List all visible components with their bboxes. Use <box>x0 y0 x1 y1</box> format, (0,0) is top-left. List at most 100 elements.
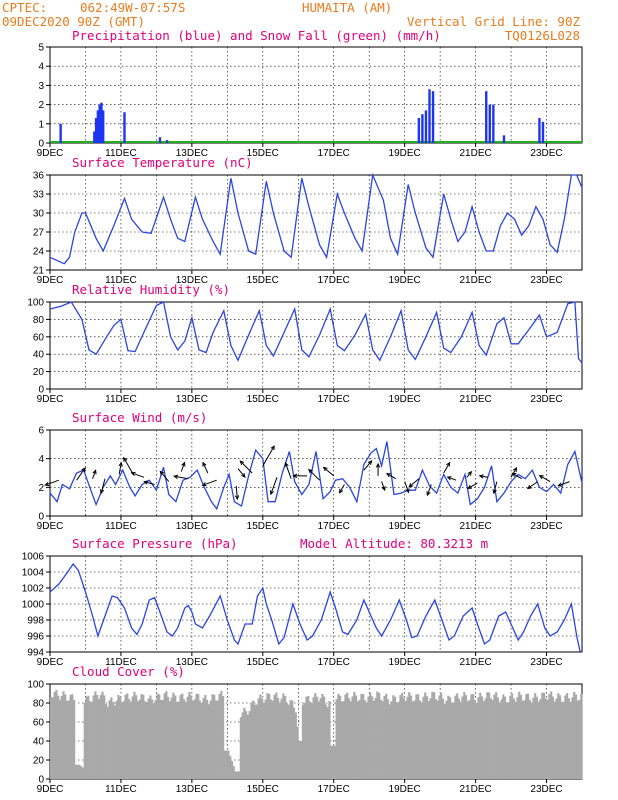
pressure-ytick-label: 1006 <box>22 552 45 563</box>
cloud-bar <box>287 704 290 779</box>
cloud-bar <box>537 701 540 779</box>
cloud-bar <box>463 691 466 779</box>
cloud-bar <box>449 697 452 779</box>
cloud-bar <box>229 755 232 779</box>
cloud-bar <box>225 750 228 779</box>
cloud-ytick-label: 100 <box>27 680 44 691</box>
wind-arrow <box>130 471 145 478</box>
wind-arrow-shaft <box>363 460 372 471</box>
wind-arrow-shaft <box>404 481 410 493</box>
wind-arrow-head <box>118 461 123 467</box>
wind-arrow <box>363 460 373 471</box>
cloud-bar <box>206 699 209 779</box>
cloud-bar <box>175 701 179 779</box>
wind-arrow-shaft <box>539 475 551 483</box>
precipitation-xtick-label: 19DEC <box>389 148 421 159</box>
cloud-bar <box>496 697 500 779</box>
cloud-bar <box>567 698 570 779</box>
wind-arrow-head <box>130 471 136 477</box>
wind-arrow-shaft <box>239 460 253 474</box>
wind-arrow-shaft <box>235 485 238 500</box>
cloud-bar <box>411 701 414 779</box>
wind-series-line <box>49 441 583 511</box>
cloud-bar <box>202 698 205 779</box>
cloud-bar <box>542 692 546 779</box>
wind-arrow <box>237 468 246 478</box>
cloud-bar <box>512 698 516 779</box>
wind-arrow <box>408 478 420 488</box>
cloud-bar <box>349 701 352 779</box>
precip-bar <box>431 91 435 143</box>
cloud-bar <box>230 760 234 779</box>
wind-arrow-shaft <box>174 475 189 480</box>
pressure-ytick-label: 998 <box>27 616 44 627</box>
cloud-bar <box>573 691 576 779</box>
cloud-bar <box>92 695 95 779</box>
cloud-bar <box>333 745 336 779</box>
precip-bar <box>98 104 101 143</box>
cloud-bar <box>413 700 416 779</box>
humidity-ytick-label: 40 <box>33 350 45 361</box>
cloud-bar <box>365 702 368 779</box>
temperature-xtick-label: 13DEC <box>176 275 208 286</box>
cloud-bar <box>340 701 343 779</box>
cloud-xtick-label: 19DEC <box>389 784 421 795</box>
cloud-bar <box>551 696 555 779</box>
cloud-bar <box>328 701 331 779</box>
wind-arrow-shaft <box>131 472 145 478</box>
cloud-bar <box>385 693 388 779</box>
cloud-bar <box>397 701 400 779</box>
cloud-bar <box>331 745 335 779</box>
cloud-bar <box>544 698 547 779</box>
wind-arrow-shaft <box>144 481 155 485</box>
cloud-bar <box>143 701 147 779</box>
cloud-bar <box>252 700 255 779</box>
cloud-bar <box>128 699 131 779</box>
cloud-bar <box>253 704 257 779</box>
precipitation-ytick-label: 1 <box>38 119 44 130</box>
precip-bar <box>123 112 126 143</box>
cloud-bar <box>145 703 148 779</box>
cloud-bar <box>282 693 285 779</box>
cloud-ytick-label: 80 <box>33 699 45 710</box>
wind-arrow-head <box>492 489 497 495</box>
cloud-bar <box>358 700 361 779</box>
cloud-bar <box>459 701 462 779</box>
wind-arrow <box>180 461 186 472</box>
wind-arrow <box>284 461 292 479</box>
cloud-bar <box>456 693 459 779</box>
wind-arrow-head <box>557 482 563 487</box>
cloud-bar <box>503 696 507 779</box>
wind-arrow-shaft <box>558 481 570 487</box>
cloud-bar <box>131 696 134 779</box>
pressure-xtick-label: 9DEC <box>37 657 64 668</box>
cloud-bar <box>574 694 578 779</box>
cloud-bar <box>284 696 287 779</box>
cloud-bar <box>374 697 377 779</box>
cloud-bar <box>376 691 379 779</box>
precipitation-xtick-label: 21DEC <box>459 148 491 159</box>
cloud-bar <box>550 691 553 779</box>
cloud-bar <box>181 693 184 779</box>
cloud-bar <box>207 704 210 779</box>
temperature-ytick-label: 27 <box>33 228 45 239</box>
wind-arrow-head <box>81 466 86 472</box>
cloud-bar <box>353 691 356 779</box>
wind-xtick-label: 21DEC <box>459 521 491 532</box>
cloud-bar <box>461 696 464 779</box>
cloud-bar <box>534 693 537 779</box>
cloud-ytick-label: 40 <box>33 737 45 748</box>
wind-arrow-head <box>446 476 452 481</box>
cloud-bar <box>431 691 434 779</box>
precipitation-xtick-label: 15DEC <box>247 148 279 159</box>
cloud-bar <box>445 700 448 779</box>
cloud-bar <box>560 701 563 779</box>
cloud-bar <box>342 700 345 779</box>
wind-arrow <box>338 484 345 494</box>
cloud-bar <box>425 696 429 779</box>
wind-arrow-head <box>284 461 289 467</box>
cloud-bar <box>220 690 223 779</box>
cloud-bar <box>505 702 508 779</box>
cloud-bar <box>268 693 271 779</box>
cloud-bar <box>409 695 413 779</box>
